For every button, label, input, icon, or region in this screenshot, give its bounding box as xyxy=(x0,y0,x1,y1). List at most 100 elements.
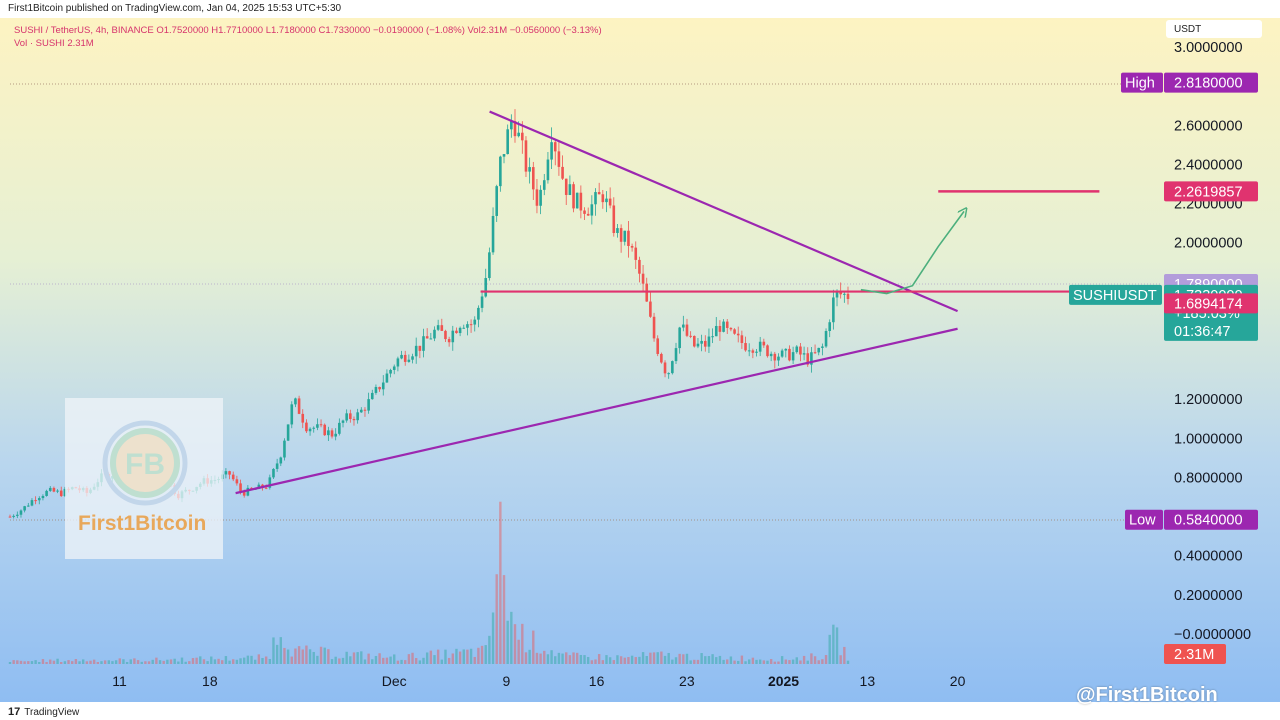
candle-body xyxy=(308,428,312,432)
candle-body xyxy=(824,331,828,347)
currency-selector[interactable]: USDT xyxy=(1166,20,1262,38)
volume-bar xyxy=(8,662,12,664)
candle-body xyxy=(634,247,638,260)
volume-bar xyxy=(491,612,495,664)
volume-bar xyxy=(122,659,125,664)
candle-body xyxy=(711,336,714,338)
candle-body xyxy=(546,159,550,181)
price-axis: 3.00000002.60000002.40000002.20000002.00… xyxy=(1174,40,1251,643)
volume-bar xyxy=(758,659,762,664)
volume-bar xyxy=(352,652,356,664)
candle-body xyxy=(678,327,681,349)
volume-bar xyxy=(517,639,520,664)
volume-bar xyxy=(715,657,718,664)
volume-bar xyxy=(279,637,282,664)
symbol-tag[interactable]: SUSHIUSDT xyxy=(1073,288,1157,304)
volume-bar xyxy=(334,656,337,664)
candle-body xyxy=(564,178,568,195)
candle-body xyxy=(16,514,19,516)
candle-body xyxy=(674,348,678,362)
candle-body xyxy=(305,422,308,432)
candle-body xyxy=(63,488,67,497)
symbol-ohlc-line: SUSHI / TetherUS, 4h, BINANCE O1.7520000… xyxy=(14,25,602,36)
volume-bar xyxy=(147,661,151,664)
volume-bar xyxy=(682,654,685,664)
volume-bar xyxy=(213,659,217,664)
volume-bar xyxy=(799,660,802,664)
symbol-tag-bg[interactable] xyxy=(1069,284,1162,305)
volume-bar xyxy=(118,658,121,664)
candle-body xyxy=(378,386,381,390)
volume-bar xyxy=(535,652,539,664)
volume-bar xyxy=(404,660,407,664)
candle-body xyxy=(601,194,605,203)
volume-bar xyxy=(597,654,601,664)
volume-bar xyxy=(543,650,546,664)
candle-body xyxy=(8,516,12,518)
candle-body xyxy=(45,490,48,496)
volume-bar xyxy=(246,655,250,664)
candle-body xyxy=(762,341,766,346)
volume-bar xyxy=(568,655,572,664)
volume-bar xyxy=(316,655,319,664)
candle-body xyxy=(843,293,846,295)
candle-body xyxy=(802,353,806,355)
high-side-bg xyxy=(1121,72,1163,93)
candle-body xyxy=(616,228,619,234)
candle-body xyxy=(19,510,23,515)
candle-body xyxy=(638,259,641,274)
volume-bar xyxy=(188,661,191,664)
volume-bar xyxy=(455,648,458,664)
candle-body xyxy=(473,319,477,325)
candle-body xyxy=(813,352,817,354)
volume-bar xyxy=(396,660,400,664)
volume-bar xyxy=(100,661,103,664)
volume-bar xyxy=(638,656,641,664)
candle-body xyxy=(349,413,352,419)
volume-bar xyxy=(349,656,352,664)
candle-body xyxy=(436,325,440,330)
candle-body xyxy=(334,433,337,437)
volume-bar xyxy=(374,655,378,664)
candle-body xyxy=(535,189,539,206)
candle-body xyxy=(316,424,319,428)
candle-body xyxy=(491,215,495,253)
candle-body xyxy=(488,252,491,279)
candle-body xyxy=(455,330,458,334)
trend-value-tag: 1.6894174 xyxy=(1174,296,1243,312)
volume-bar xyxy=(418,660,422,664)
volume-bar xyxy=(264,656,268,664)
volume-bar xyxy=(762,660,766,664)
volume-bar xyxy=(81,659,85,664)
candle-body xyxy=(330,430,334,437)
candle-body xyxy=(411,356,414,360)
volume-bar xyxy=(678,653,681,664)
volume-bar xyxy=(429,650,433,664)
volume-bar xyxy=(627,657,630,664)
volume-bar xyxy=(813,656,817,664)
volume-bar xyxy=(103,660,107,664)
candle-body xyxy=(572,184,575,209)
volume-bar xyxy=(802,655,806,664)
volume-bar xyxy=(451,653,454,664)
volume-bar xyxy=(477,647,480,664)
footer-brand[interactable]: 17 TradingView xyxy=(8,706,79,718)
volume-bar xyxy=(623,657,626,664)
volume-bar xyxy=(707,656,711,664)
volume-bar xyxy=(136,660,140,664)
volume-bar xyxy=(235,659,239,664)
volume-bar xyxy=(272,637,275,664)
candle-body xyxy=(784,348,788,351)
candle-body xyxy=(323,424,327,436)
candle-body xyxy=(338,422,341,434)
candle-body xyxy=(297,398,301,414)
candle-body xyxy=(806,353,810,365)
volume-bar xyxy=(843,646,846,664)
candle-body xyxy=(458,327,462,334)
candle-body xyxy=(477,307,480,320)
volume-bar xyxy=(839,655,842,664)
y-tick-label: 1.0000000 xyxy=(1174,431,1243,447)
y-tick-label: 0.2000000 xyxy=(1174,588,1243,604)
candle-body xyxy=(693,335,696,347)
